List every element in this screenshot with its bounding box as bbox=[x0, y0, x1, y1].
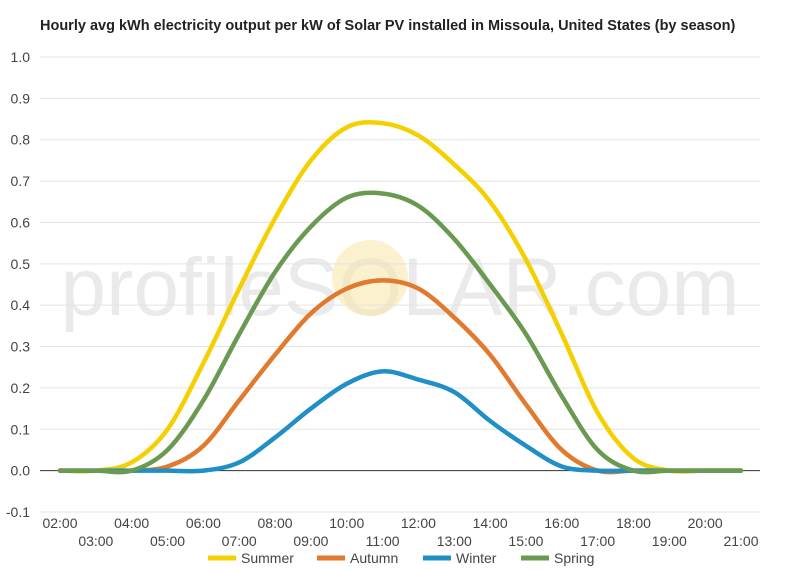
x-tick-label: 21:00 bbox=[723, 533, 758, 549]
x-tick-label: 03:00 bbox=[78, 533, 113, 549]
x-tick-label: 12:00 bbox=[401, 515, 436, 531]
y-tick-label: 0.7 bbox=[11, 173, 31, 189]
series-line-spring bbox=[57, 190, 744, 475]
y-tick-label: 0.4 bbox=[11, 297, 31, 313]
x-tick-label: 07:00 bbox=[222, 533, 257, 549]
x-tick-label: 16:00 bbox=[544, 515, 579, 531]
watermark-sun-icon bbox=[332, 240, 408, 316]
x-tick-label: 18:00 bbox=[616, 515, 651, 531]
chart-title: Hourly avg kWh electricity output per kW… bbox=[40, 18, 736, 34]
grid-lines bbox=[40, 56, 760, 513]
x-tick-label: 02:00 bbox=[42, 515, 77, 531]
legend-label-autumn: Autumn bbox=[350, 550, 398, 566]
legend-label-summer: Summer bbox=[241, 550, 294, 566]
x-tick-label: 05:00 bbox=[150, 533, 185, 549]
x-tick-label: 15:00 bbox=[508, 533, 543, 549]
x-tick-label: 10:00 bbox=[329, 515, 364, 531]
series-lines bbox=[57, 119, 744, 475]
x-tick-label: 19:00 bbox=[652, 533, 687, 549]
legend-label-winter: Winter bbox=[456, 550, 497, 566]
axis-labels: 1.0 0.9 0.8 0.7 0.6 0.5 0.4 0.3 0.2 0.1 0.0 -0.1 02:… bbox=[6, 49, 759, 549]
x-tick-label: 04:00 bbox=[114, 515, 149, 531]
y-tick-label: 0.0 bbox=[11, 463, 31, 479]
y-tick-label: 0.2 bbox=[11, 380, 31, 396]
x-tick-label: 20:00 bbox=[688, 515, 723, 531]
x-tick-label: 14:00 bbox=[473, 515, 508, 531]
y-tick-label: 0.5 bbox=[11, 256, 31, 272]
x-tick-label: 09:00 bbox=[293, 533, 328, 549]
legend: Summer Autumn Winter Spring bbox=[208, 550, 594, 566]
x-tick-label: 06:00 bbox=[186, 515, 221, 531]
y-tick-label: 0.1 bbox=[11, 421, 31, 437]
x-tick-label: 08:00 bbox=[258, 515, 293, 531]
y-tick-label: 0.3 bbox=[11, 339, 31, 355]
y-tick-label: -0.1 bbox=[6, 504, 30, 520]
x-tick-label: 17:00 bbox=[580, 533, 615, 549]
y-tick-label: 0.9 bbox=[11, 90, 31, 106]
x-tick-label: 13:00 bbox=[437, 533, 472, 549]
x-tick-label: 11:00 bbox=[366, 533, 400, 549]
y-tick-label: 1.0 bbox=[11, 49, 31, 65]
y-tick-label: 0.6 bbox=[11, 214, 31, 230]
legend-label-spring: Spring bbox=[554, 550, 594, 566]
y-tick-label: 0.8 bbox=[11, 132, 31, 148]
series-line-summer bbox=[57, 119, 744, 474]
